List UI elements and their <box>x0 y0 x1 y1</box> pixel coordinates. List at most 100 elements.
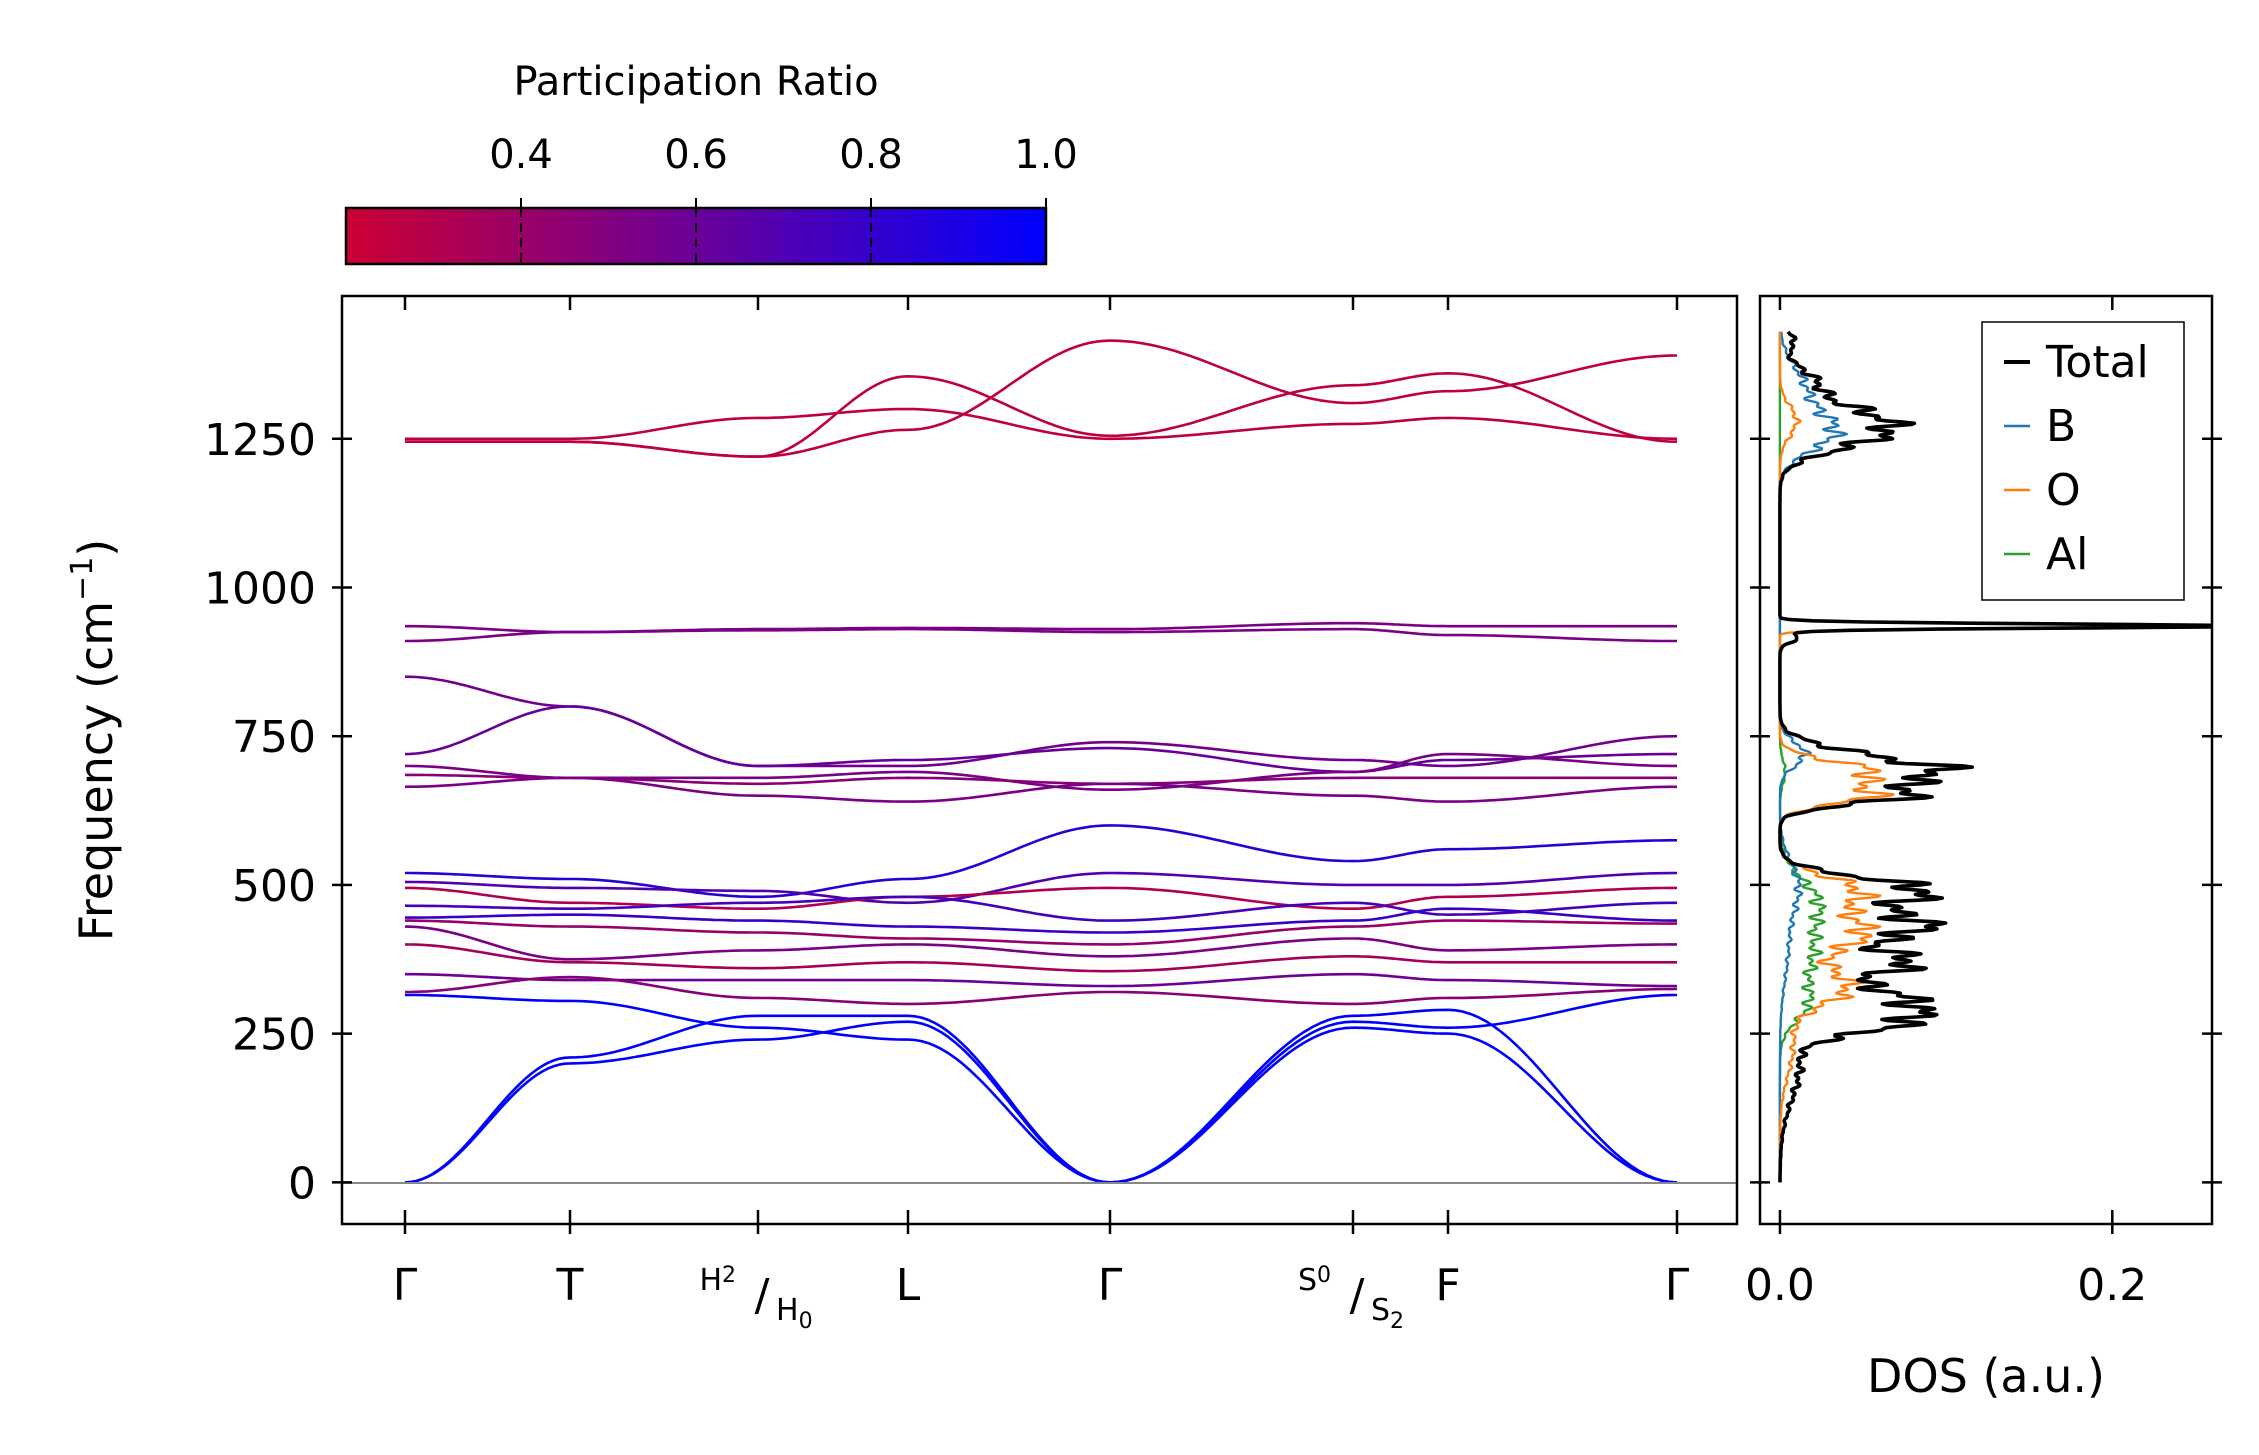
band-line <box>569 705 1110 768</box>
band-line <box>1110 621 1677 631</box>
dos-frame <box>1758 294 2214 1226</box>
band-line <box>405 975 571 994</box>
x-ticks: Γ T H2/H0L Γ S0/S2F Γ <box>393 296 1690 1334</box>
band-line <box>1109 416 1678 441</box>
x-tick-label: L <box>896 1260 921 1311</box>
band-line <box>405 871 570 881</box>
band-line <box>569 375 1111 458</box>
colorbar-tick-label: 0.4 <box>489 132 553 178</box>
y-tick-label: 0 <box>288 1158 316 1209</box>
dos-x-tick-label: 0.2 <box>2077 1260 2147 1311</box>
band-line <box>405 624 570 634</box>
dos-panel: 0.0 0.2 DOS (a.u.) Total BO Al <box>1745 294 2222 1403</box>
x-tick-label: T <box>556 1260 584 1311</box>
dos-x-tick-label: 0.0 <box>1745 1260 1815 1311</box>
y-tick-label: 1250 <box>204 415 316 466</box>
y-axis-label: Frequency (cm−1) <box>65 539 123 942</box>
band-line <box>1109 1008 1678 1184</box>
x-tick-label: H2 /H0 <box>699 1263 812 1334</box>
band-line <box>1109 746 1677 774</box>
band-line <box>570 871 1111 905</box>
x-tick-label-slash: / <box>1350 1270 1365 1321</box>
band-line <box>1109 1026 1678 1184</box>
band-line <box>1110 987 1678 1006</box>
band-lines <box>404 339 1678 1184</box>
band-line <box>570 978 1111 988</box>
band-line <box>570 961 1110 973</box>
band-line <box>404 943 571 964</box>
dos-lines <box>1778 330 2212 1183</box>
colorbar-title: Participation Ratio <box>513 59 878 105</box>
x-tick-label-bottom: S2 <box>1371 1293 1404 1334</box>
band-line <box>569 1020 1111 1184</box>
band-line <box>1110 937 1677 958</box>
band-line <box>404 675 571 708</box>
band-line <box>1110 782 1677 803</box>
band-line <box>1109 972 1678 988</box>
colorbar: Participation Ratio 0.4 0.6 0.8 1.0 <box>344 59 1078 266</box>
band-line <box>1109 993 1678 1184</box>
legend: Total BO Al <box>1981 321 2185 601</box>
band-line <box>569 975 1110 1006</box>
band-line <box>1110 907 1677 934</box>
x-tick-label-top: S0 <box>1298 1263 1331 1298</box>
band-line <box>404 904 570 910</box>
x-tick-label-top: H2 <box>699 1263 736 1298</box>
legend-label: O <box>2046 465 2081 516</box>
band-line <box>570 943 1110 961</box>
x-tick-label: Γ <box>1665 1260 1690 1311</box>
band-line <box>1110 752 1677 791</box>
legend-label: Al <box>2046 529 2088 580</box>
x-tick-label: Γ <box>1098 1260 1123 1311</box>
band-line <box>1110 919 1677 946</box>
band-line <box>404 1056 571 1184</box>
band-line <box>570 925 1110 946</box>
band-line <box>405 630 570 643</box>
legend-items: Total BO Al <box>2004 337 2149 580</box>
band-line <box>405 919 571 928</box>
band-line <box>570 824 1111 899</box>
dos-x-axis-label: DOS (a.u.) <box>1867 1349 2105 1403</box>
band-line <box>1109 372 1678 443</box>
colorbar-tick-label: 0.6 <box>664 132 728 178</box>
y-ticks: 0 250 500 750 1000 1250 <box>204 415 352 1209</box>
band-line <box>1109 871 1678 887</box>
band-line <box>570 913 1110 934</box>
band-line <box>569 999 1111 1184</box>
y-axis-label-sup: −1 <box>65 557 100 601</box>
band-line <box>570 627 1110 634</box>
band-line <box>569 776 1110 786</box>
x-tick-label: F <box>1435 1260 1460 1311</box>
band-line <box>405 972 570 982</box>
band-line <box>1110 901 1677 922</box>
band-line <box>569 705 1110 768</box>
band-line <box>404 776 571 789</box>
band-line <box>405 913 570 919</box>
colorbar-ticks: 0.4 0.6 0.8 1.0 <box>489 132 1078 264</box>
y-axis-label-end: ) <box>69 539 123 557</box>
dos-line-total <box>1778 330 2212 1183</box>
band-line <box>404 705 571 756</box>
x-tick-label-bottom: H0 <box>776 1293 813 1334</box>
band-line <box>1110 776 1677 786</box>
y-tick-label: 500 <box>232 861 316 912</box>
band-line <box>570 895 1110 922</box>
y-axis-label-text: Frequency (cm <box>69 601 123 941</box>
colorbar-tick-label: 0.8 <box>839 132 903 178</box>
legend-label: B <box>2046 401 2076 452</box>
y-tick-label: 1000 <box>204 563 316 614</box>
band-line <box>1109 886 1677 910</box>
colorbar-tick-label: 1.0 <box>1014 132 1078 178</box>
x-tick-label-slash: / <box>755 1270 770 1321</box>
x-tick-label: S0 /S2 <box>1298 1263 1404 1334</box>
band-line <box>569 776 1110 803</box>
band-line <box>405 993 570 1003</box>
band-line <box>404 925 571 961</box>
band-line <box>1109 955 1677 973</box>
band-line <box>1110 627 1677 643</box>
y-tick-label: 750 <box>232 712 316 763</box>
band-line <box>569 1014 1111 1184</box>
x-tick-label: Γ <box>393 1260 418 1311</box>
